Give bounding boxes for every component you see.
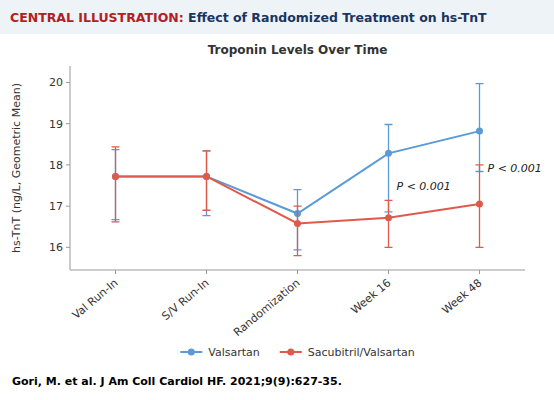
legend-marker: [188, 349, 195, 356]
x-tick: [388, 270, 389, 274]
plot-marks: [112, 84, 484, 256]
y-tick: [66, 164, 70, 165]
y-axis-label: hs-TnT (ng/L, Geometric Mean): [10, 83, 23, 253]
y-tick-label: 16: [49, 241, 63, 254]
y-tick-label: 18: [49, 159, 63, 172]
x-tick-label: Randomization: [231, 276, 302, 339]
marker: [112, 173, 119, 180]
y-axis-line: [70, 66, 71, 270]
error-bar: [203, 151, 211, 216]
x-tick-label: Val Run-In: [70, 276, 121, 321]
marker: [476, 128, 483, 135]
x-tick: [479, 270, 480, 274]
marker: [385, 150, 392, 157]
footer: Gori, M. et al. J Am Coll Cardiol HF. 20…: [12, 375, 342, 388]
legend-label: Valsartan: [208, 346, 260, 359]
header-part: Effect of Randomized Treatment on hs-TnT: [184, 10, 487, 25]
y-tick: [66, 123, 70, 124]
legend-item: Valsartan: [180, 346, 260, 359]
header: CENTRAL ILLUSTRATION: Effect of Randomiz…: [10, 10, 487, 25]
x-tick: [297, 270, 298, 274]
y-tick: [66, 247, 70, 248]
x-tick-label: Week 48: [440, 276, 485, 317]
error-bar: [112, 147, 120, 222]
header-part: CENTRAL ILLUSTRATION:: [10, 10, 184, 25]
marker: [112, 173, 119, 180]
error-bar: [203, 151, 211, 210]
legend-label: Sacubitril/Valsartan: [308, 346, 415, 359]
marker: [203, 173, 210, 180]
error-bar: [476, 84, 484, 172]
error-bar: [385, 200, 393, 247]
error-bar: [476, 165, 484, 247]
annotation: P < 0.001: [488, 162, 542, 175]
error-bar: [385, 125, 393, 212]
y-tick: [66, 82, 70, 83]
marker: [385, 214, 392, 221]
x-tick: [115, 270, 116, 274]
error-bar: [294, 206, 302, 255]
legend-item: Sacubitril/Valsartan: [280, 346, 415, 359]
legend-marker: [287, 349, 294, 356]
x-tick-label: S/V Run-In: [159, 276, 211, 323]
legend: Valsartan Sacubitril/Valsartan: [180, 346, 414, 359]
y-tick: [66, 206, 70, 207]
x-tick-label: Week 16: [349, 276, 394, 317]
x-tick: [206, 270, 207, 274]
annotation: P < 0.001: [397, 180, 451, 193]
chart-title: Troponin Levels Over Time: [208, 43, 388, 57]
y-tick-label: 17: [49, 200, 63, 213]
header-band: [0, 0, 554, 34]
y-tick-label: 19: [49, 118, 63, 131]
chart: CENTRAL ILLUSTRATION: Effect of Randomiz…: [0, 0, 554, 400]
marker: [476, 201, 483, 208]
marker: [203, 173, 210, 180]
marker: [294, 220, 301, 227]
y-tick-label: 20: [49, 76, 63, 89]
